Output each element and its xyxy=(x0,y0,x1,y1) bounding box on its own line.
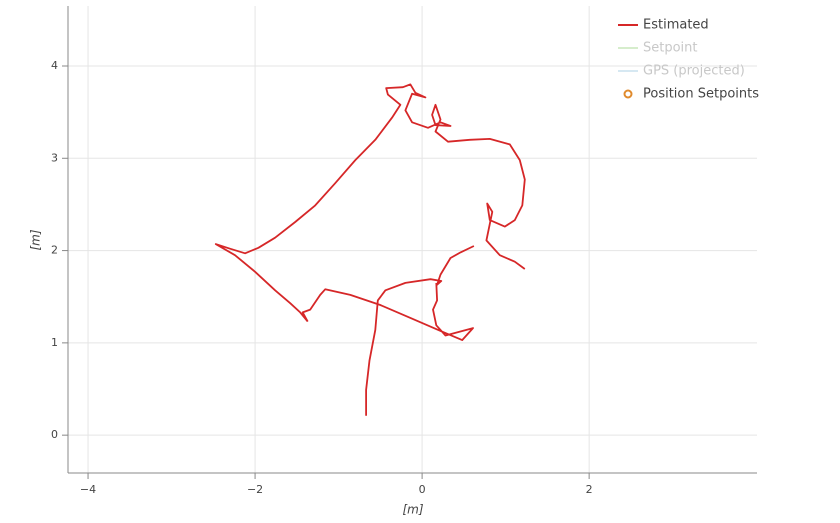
x-axis-label: [m] xyxy=(402,503,423,517)
y-tick-label: 1 xyxy=(51,336,58,349)
legend-label: Setpoint xyxy=(643,41,698,56)
plot-area xyxy=(68,6,757,473)
x-tick-label: 2 xyxy=(586,483,593,496)
y-tick-label: 0 xyxy=(51,428,58,441)
x-tick-label: −2 xyxy=(247,483,263,496)
x-tick-label: 0 xyxy=(419,483,426,496)
y-tick-label: 4 xyxy=(51,59,58,72)
legend-marker xyxy=(623,89,633,99)
y-tick-label: 2 xyxy=(51,244,58,257)
trajectory xyxy=(214,83,526,416)
y-axis-label: [m] xyxy=(29,229,43,250)
x-tick-label: −4 xyxy=(80,483,96,496)
legend-label: GPS (projected) xyxy=(643,64,745,79)
legend-label: Position Setpoints xyxy=(643,87,759,102)
legend-label: Estimated xyxy=(643,18,709,33)
y-tick-label: 3 xyxy=(51,151,58,164)
